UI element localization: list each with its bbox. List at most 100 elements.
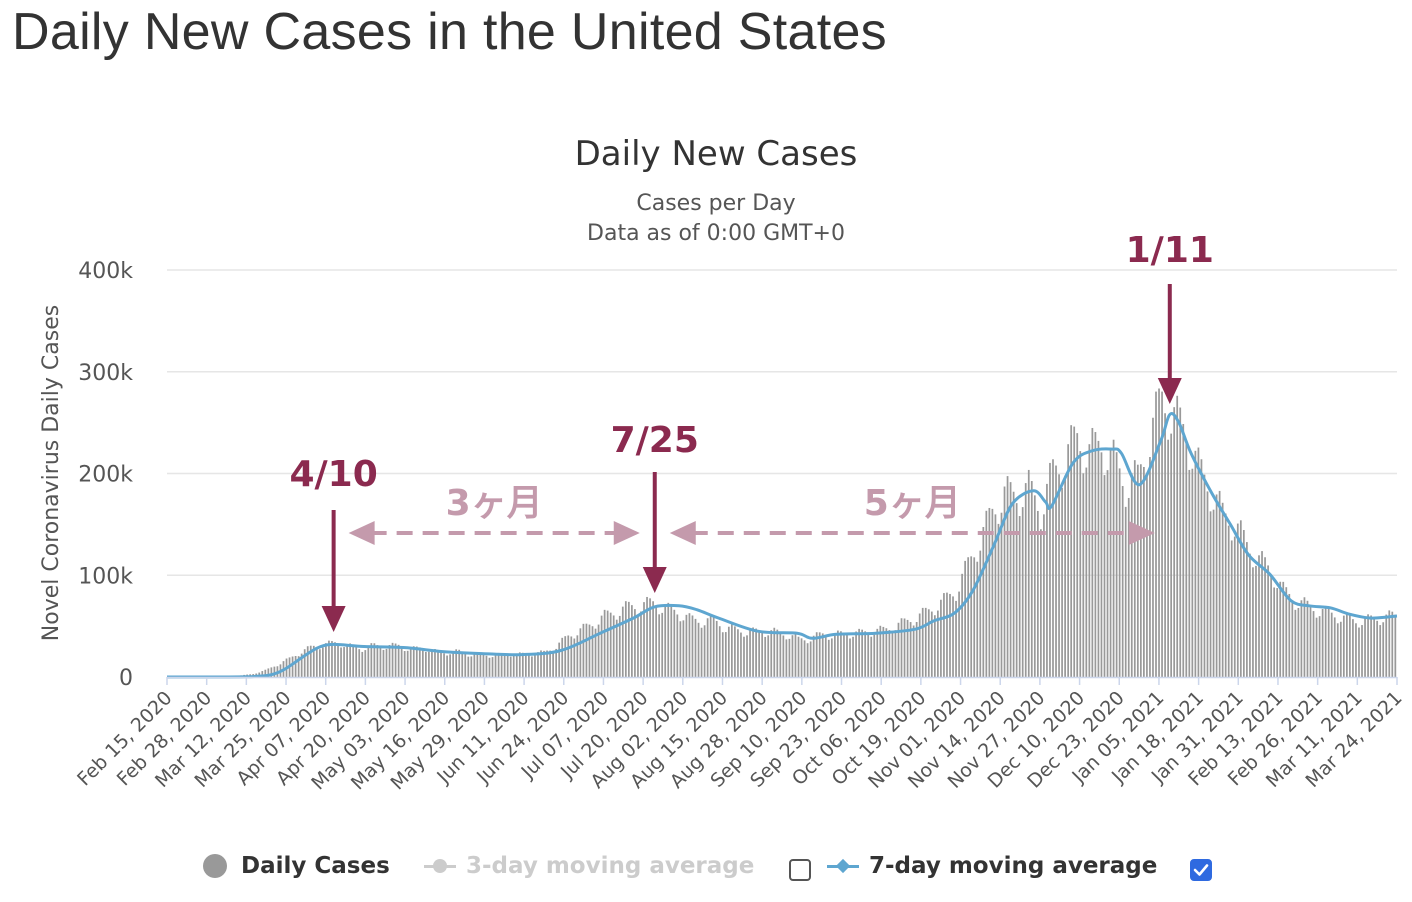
daily-cases-bar <box>612 615 615 677</box>
daily-cases-bar <box>1233 536 1236 677</box>
daily-cases-bar <box>500 653 503 677</box>
daily-cases-bar <box>1167 439 1169 677</box>
daily-cases-bar <box>318 649 321 677</box>
daily-cases-bar <box>852 636 854 677</box>
daily-cases-bar <box>779 632 782 677</box>
daily-cases-bar <box>1103 475 1106 677</box>
daily-cases-bar <box>673 609 676 677</box>
daily-cases-bar <box>1224 513 1227 677</box>
chart-title: Daily New Cases <box>575 134 858 174</box>
daily-cases-bar <box>512 655 515 677</box>
daily-cases-bar <box>703 625 706 677</box>
daily-cases-bar <box>982 527 985 677</box>
daily-cases-bar <box>1255 565 1257 677</box>
3-day-average-checkbox[interactable] <box>789 859 811 881</box>
daily-cases-bar <box>1339 621 1342 677</box>
legend-item-3-day-average[interactable]: 3-day moving average <box>424 846 754 886</box>
legend-label-3-day-average: 3-day moving average <box>466 853 755 879</box>
legend-item-7-day-average[interactable]: 7-day moving average <box>827 846 1157 886</box>
7-day-average-checkbox[interactable] <box>1190 859 1212 881</box>
daily-cases-bar <box>1112 439 1115 677</box>
daily-cases-bar <box>894 630 897 677</box>
daily-cases-bar <box>1342 615 1345 677</box>
daily-cases-bar <box>464 654 467 677</box>
daily-cases-bar <box>1306 600 1309 677</box>
daily-cases-bar <box>873 634 876 677</box>
daily-cases-bar <box>1152 417 1154 677</box>
legend-item-daily-cases[interactable]: Daily Cases <box>203 846 390 886</box>
daily-cases-bar <box>1385 614 1388 677</box>
arrowhead-left-icon <box>669 521 696 545</box>
daily-cases-bar <box>322 647 324 677</box>
daily-cases-bar <box>1364 618 1366 677</box>
y-tick-label: 300k <box>78 361 133 386</box>
annotation-1: 4/10 <box>289 454 378 632</box>
daily-cases-bar <box>927 609 930 677</box>
daily-cases-bar <box>712 616 715 677</box>
daily-cases-bar <box>588 624 591 677</box>
daily-cases-dot-icon <box>203 854 227 878</box>
daily-cases-bar <box>1097 440 1100 677</box>
arrowhead-left-icon <box>348 521 375 545</box>
daily-cases-bar <box>1076 433 1079 677</box>
arrow-down-icon <box>642 567 667 593</box>
annotation-label: 1/11 <box>1126 230 1214 271</box>
daily-cases-bar <box>1352 619 1354 677</box>
daily-cases-bar <box>564 636 567 677</box>
daily-cases-bar <box>446 655 448 677</box>
daily-cases-bar <box>382 649 385 677</box>
daily-cases-bar <box>585 623 588 677</box>
daily-cases-bar <box>958 591 960 677</box>
daily-cases-bar <box>976 561 979 677</box>
daily-cases-bar <box>1079 451 1082 677</box>
daily-cases-bar <box>1127 497 1130 677</box>
daily-cases-bar <box>273 666 276 677</box>
daily-cases-bar <box>479 653 482 677</box>
daily-cases-bar <box>815 632 818 677</box>
daily-cases-bar <box>637 614 639 677</box>
daily-cases-bar <box>643 602 645 677</box>
daily-cases-bar <box>767 635 770 677</box>
daily-cases-bar <box>1239 520 1242 677</box>
daily-cases-bar <box>1124 506 1127 677</box>
daily-cases-bar <box>706 618 709 677</box>
daily-cases-bar <box>797 636 800 677</box>
daily-cases-bar <box>1246 542 1248 677</box>
daily-cases-bar <box>331 641 333 677</box>
daily-cases-bar <box>1191 468 1194 677</box>
daily-cases-bar <box>1176 395 1179 677</box>
daily-cases-bar <box>1346 612 1348 677</box>
daily-cases-bar <box>1170 433 1173 677</box>
daily-cases-bar <box>452 651 455 677</box>
span-arrow-2: 5ヶ月 <box>669 483 1155 545</box>
3-day-average-line-icon <box>424 854 456 878</box>
daily-cases-bar <box>734 626 736 677</box>
daily-cases-bar <box>373 643 376 677</box>
daily-cases-bar <box>1312 611 1315 677</box>
daily-cases-bar <box>524 653 527 677</box>
daily-cases-bar <box>1043 514 1045 677</box>
daily-cases-bar <box>1261 551 1263 677</box>
daily-cases-bar <box>1291 601 1294 677</box>
daily-cases-bar <box>397 644 400 677</box>
y-tick-label: 100k <box>78 564 133 589</box>
daily-cases-bar <box>606 610 609 677</box>
daily-cases-bar <box>1273 587 1276 677</box>
daily-cases-bar <box>1046 483 1048 677</box>
daily-cases-bar <box>418 647 421 677</box>
daily-cases-bar <box>667 602 670 677</box>
daily-cases-bar <box>809 641 812 677</box>
daily-cases-bar <box>900 618 903 677</box>
daily-cases-bar <box>679 621 682 677</box>
checkmark-icon <box>1193 864 1209 876</box>
daily-cases-bar <box>315 647 318 677</box>
daily-cases-bar <box>579 628 582 677</box>
daily-cases-bar <box>597 624 600 677</box>
daily-cases-bar <box>985 510 988 677</box>
daily-cases-bar <box>325 643 327 677</box>
span-arrow-1: 3ヶ月 <box>348 483 640 545</box>
daily-cases-bar <box>379 647 382 677</box>
daily-cases-bar <box>624 601 627 677</box>
daily-cases-bar <box>940 599 942 677</box>
